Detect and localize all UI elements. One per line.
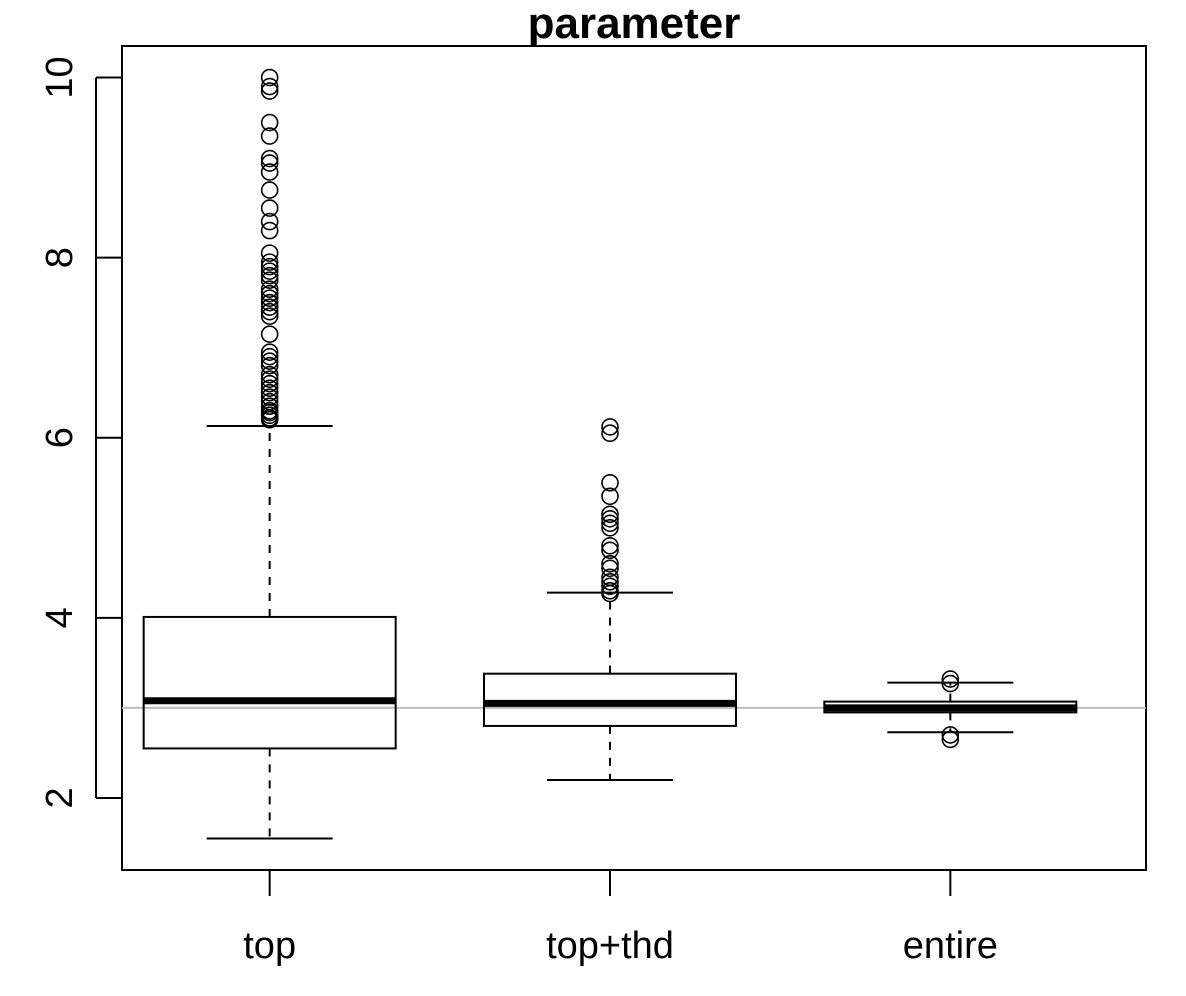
y-tick-label: 10 bbox=[39, 56, 81, 98]
outlier-point bbox=[260, 154, 279, 172]
outlier-point bbox=[601, 518, 619, 537]
y-axis: 2 4 6 8 10 bbox=[39, 56, 122, 809]
y-tick-label: 2 bbox=[39, 787, 81, 808]
outlier-point bbox=[260, 325, 279, 343]
outlier-point bbox=[260, 280, 279, 298]
outlier-point bbox=[260, 181, 279, 199]
outlier-point bbox=[260, 266, 279, 285]
outlier-point bbox=[260, 253, 279, 271]
outlier-point bbox=[260, 293, 279, 312]
outlier-point bbox=[601, 568, 619, 587]
outlier-point bbox=[260, 343, 279, 361]
x-tick-label: entire bbox=[903, 925, 998, 967]
box-2 bbox=[823, 670, 1078, 749]
outlier-point bbox=[260, 307, 279, 325]
outlier-point bbox=[601, 582, 619, 600]
y-tick-label: 6 bbox=[39, 427, 81, 448]
plot-frame bbox=[121, 45, 1147, 871]
y-tick-label: 8 bbox=[39, 247, 81, 268]
outlier-point bbox=[260, 302, 279, 321]
outlier-point bbox=[260, 113, 279, 132]
outlier-point bbox=[260, 68, 279, 87]
outlier-point bbox=[941, 674, 960, 693]
outlier-point bbox=[260, 298, 279, 316]
outlier-point bbox=[260, 212, 279, 231]
boxes-group bbox=[142, 68, 1078, 840]
outlier-point bbox=[601, 505, 619, 524]
outlier-point bbox=[260, 383, 279, 402]
box-1 bbox=[483, 418, 737, 781]
outlier-point bbox=[260, 392, 279, 411]
outlier-point bbox=[260, 262, 279, 280]
outlier-point bbox=[260, 397, 279, 416]
outlier-point bbox=[601, 559, 619, 578]
outlier-point bbox=[260, 163, 279, 181]
outlier-point bbox=[260, 370, 279, 389]
outlier-point bbox=[260, 244, 279, 262]
outlier-point bbox=[601, 509, 619, 528]
outlier-point bbox=[601, 555, 619, 573]
outlier-point bbox=[941, 670, 960, 688]
iqr-box bbox=[483, 672, 737, 727]
x-tick-label: top+thd bbox=[546, 925, 674, 967]
outlier-point bbox=[260, 365, 279, 384]
x-tick-label: top bbox=[243, 925, 296, 967]
outlier-point bbox=[260, 271, 279, 289]
outlier-point bbox=[601, 541, 619, 560]
outlier-point bbox=[260, 82, 279, 100]
outlier-point bbox=[260, 388, 279, 407]
outlier-point bbox=[260, 149, 279, 168]
outlier-point bbox=[260, 257, 279, 276]
outlier-point bbox=[260, 199, 279, 217]
outlier-point bbox=[260, 284, 279, 303]
outlier-point bbox=[260, 77, 279, 96]
chart-title: parameter bbox=[528, 0, 741, 48]
y-tick-label: 4 bbox=[39, 607, 81, 628]
iqr-box bbox=[142, 615, 397, 750]
outlier-point bbox=[601, 473, 619, 492]
outlier-point bbox=[601, 424, 619, 443]
outlier-point bbox=[941, 730, 960, 749]
outlier-point bbox=[601, 487, 619, 506]
outlier-point bbox=[601, 514, 619, 533]
box-0 bbox=[142, 68, 397, 840]
outlier-point bbox=[260, 347, 279, 366]
outlier-point bbox=[260, 289, 279, 307]
outlier-point bbox=[260, 379, 279, 398]
outlier-point bbox=[941, 726, 960, 744]
outlier-point bbox=[260, 352, 279, 370]
outlier-point bbox=[260, 221, 279, 240]
outlier-point bbox=[601, 577, 619, 596]
outlier-point bbox=[601, 573, 619, 591]
outlier-point bbox=[260, 401, 279, 420]
outlier-point bbox=[601, 418, 619, 436]
outlier-point bbox=[260, 356, 279, 375]
outlier-point bbox=[260, 374, 279, 393]
outlier-point bbox=[260, 127, 279, 145]
outlier-point bbox=[601, 537, 619, 555]
x-axis: top top+thd entire bbox=[243, 870, 998, 967]
